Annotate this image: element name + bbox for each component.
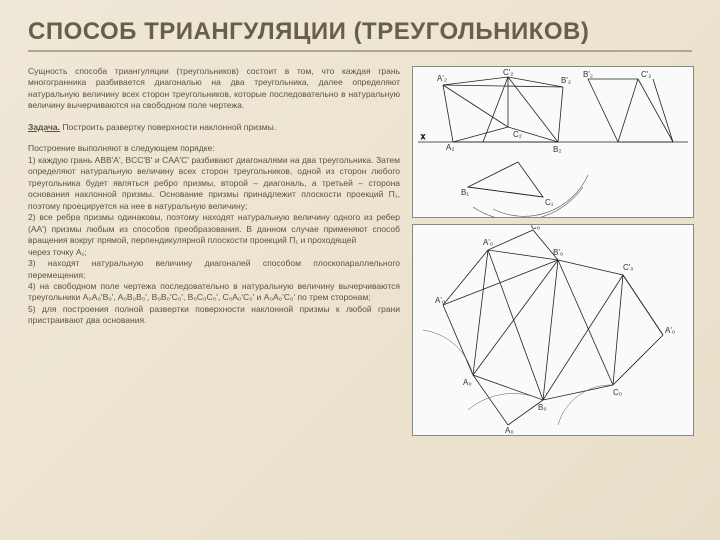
label-b0p: B'₀: [553, 248, 563, 257]
intro-paragraph: Сущность способа триангуляции (треугольн…: [28, 66, 400, 112]
label-a2: A₂: [446, 143, 454, 152]
label-c0: C₀: [613, 388, 622, 397]
task-text: Построить развертку поверхности наклонно…: [62, 122, 276, 132]
label-c0p: C'₀: [623, 263, 634, 272]
step-5: 5) для построения полной развертки повер…: [28, 304, 400, 325]
step-1: 1) каждую грань ABB'A', BCC'B' и CAA'C' …: [28, 155, 400, 211]
step-2: 2) все ребра призмы одинаковы, поэтому н…: [28, 212, 400, 245]
label-b0: B₀: [538, 403, 547, 412]
step-3: 3) находят натуральную величину диагонал…: [28, 258, 400, 279]
task-paragraph: Задача. Построить развертку поверхности …: [28, 122, 400, 133]
label-a0p2: A'₀: [483, 238, 493, 247]
label-c0t: C₀: [531, 225, 540, 231]
label-c2p: B'₂: [561, 76, 571, 85]
label-b2p: C'₂: [503, 68, 513, 77]
content-area: Сущность способа триангуляции (треугольн…: [28, 66, 692, 436]
label-c2pp: C'₂: [641, 70, 651, 79]
procedure-block: Построение выполняют в следующем порядке…: [28, 143, 400, 327]
diagram-column: x: [412, 66, 692, 436]
page-title: СПОСОБ ТРИАНГУЛЯЦИИ (ТРЕУГОЛЬНИКОВ): [28, 18, 692, 46]
procedure-intro: Построение выполняют в следующем порядке…: [28, 143, 215, 153]
step-4: 4) на свободном поле чертежа последовате…: [28, 281, 400, 302]
label-b1: B₁: [461, 188, 469, 197]
label-c1: C₁: [545, 198, 554, 207]
label-a0: A₀: [463, 378, 472, 387]
label-a0b: A₀: [505, 426, 514, 435]
diagram-projection: x: [412, 66, 694, 218]
label-a0p3: A'₀: [665, 326, 675, 335]
label-a2p: A'₂: [437, 74, 447, 83]
task-label: Задача.: [28, 122, 60, 132]
label-a0p: A'₀: [435, 296, 445, 305]
axis-x-label: x: [421, 132, 425, 141]
label-b2pp: B'₂: [583, 70, 593, 79]
title-divider: [28, 50, 692, 52]
label-b2: B₂: [553, 145, 561, 154]
step-2b: через точку A₁;: [28, 247, 87, 257]
label-c2: C₂: [513, 130, 522, 139]
text-column: Сущность способа триангуляции (треугольн…: [28, 66, 400, 436]
diagram-development: A'₀ A'₀ B'₀ C'₀ A'₀ A₀ B₀ C₀ C₀ A₀: [412, 224, 694, 436]
